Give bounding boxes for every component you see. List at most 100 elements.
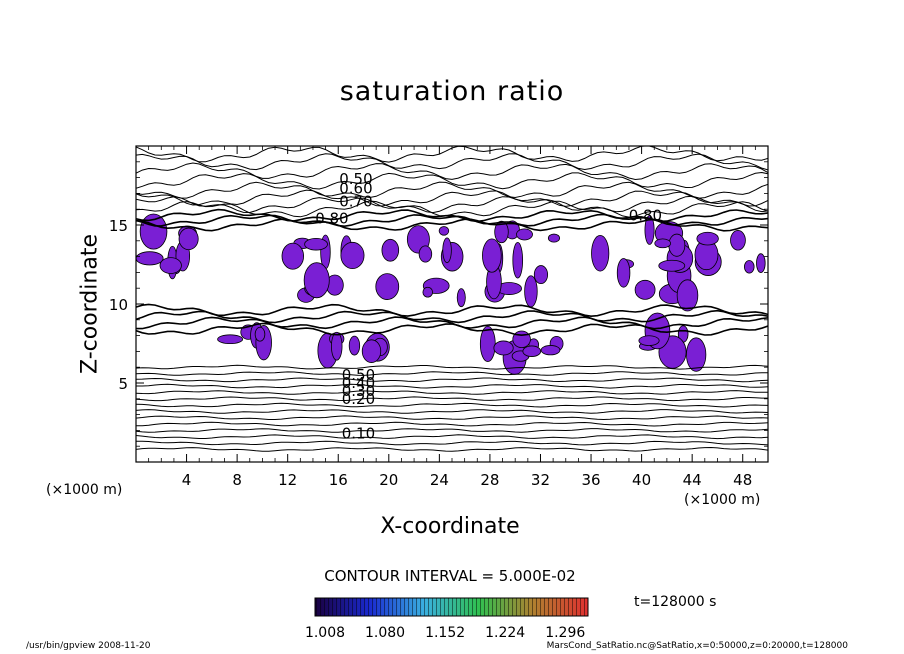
contour-line (136, 440, 768, 446)
supersaturated-blob (178, 227, 199, 251)
supersaturated-blob (696, 231, 719, 246)
contour-line (136, 303, 768, 318)
footer-right: MarsCond_SatRatio.nc@SatRatio,x=0:50000,… (546, 641, 848, 651)
contour-line (136, 171, 768, 190)
contour-line (136, 421, 768, 427)
supersaturated-blob (254, 326, 266, 342)
x-tick-label: 40 (632, 471, 651, 489)
z-tick-label: 10 (109, 296, 128, 314)
colorbar-tick-label: 1.080 (365, 625, 405, 641)
supersaturated-blob (375, 273, 400, 300)
supersaturated-blob (281, 242, 305, 270)
x-tick-label: 36 (581, 471, 600, 489)
supersaturated-blob (522, 345, 542, 357)
colorbar-tick-label: 1.224 (485, 625, 525, 641)
supersaturated-blob (638, 335, 660, 346)
x-tick-label: 4 (182, 471, 192, 489)
supersaturated-blob (438, 226, 450, 236)
contour-line (136, 213, 768, 228)
supersaturated-blob (668, 233, 686, 257)
colorbar-tick-label: 1.296 (545, 625, 585, 641)
z-tick-label: 5 (118, 375, 128, 393)
x-tick-label: 32 (531, 471, 550, 489)
colorbar-tick-label: 1.152 (425, 625, 465, 641)
contour-line (136, 316, 768, 330)
contour-line (136, 195, 768, 214)
supersaturated-blob (381, 238, 400, 262)
contour-line (136, 181, 768, 199)
contour-line (136, 428, 768, 433)
supersaturated-blob (654, 238, 671, 249)
contour-value-label: 0.70 (339, 192, 372, 210)
supersaturated-blob (456, 288, 466, 308)
supersaturated-blob (304, 237, 328, 251)
contour-value-label: 0.80 (315, 210, 348, 228)
supersaturated-blob (340, 241, 365, 269)
x-tick-label: 24 (430, 471, 449, 489)
x-tick-label: 20 (379, 471, 398, 489)
contour-value-label: 0.50 (339, 170, 372, 188)
x-tick-label: 16 (329, 471, 348, 489)
supersaturated-blob (658, 259, 686, 272)
supersaturated-blob (524, 275, 538, 308)
x-tick-label: 28 (480, 471, 499, 489)
supersaturated-blob (512, 241, 524, 279)
chart-title: saturation ratio (339, 76, 565, 107)
colorbar-tick-label: 1.008 (305, 625, 345, 641)
supersaturated-blob (516, 228, 533, 241)
contour-line (136, 364, 768, 370)
contour-line (136, 208, 768, 223)
contour-line (136, 189, 768, 207)
x-axis-label: X-coordinate (380, 514, 520, 539)
contour-line (136, 415, 768, 421)
supersaturated-blob (331, 331, 343, 361)
contour-line (136, 153, 768, 171)
supersaturated-blob (512, 330, 531, 349)
contour-line (136, 377, 768, 383)
supersaturated-blob (547, 233, 561, 243)
supersaturated-blob (303, 262, 330, 299)
contour-interval-text: CONTOUR INTERVAL = 5.000E-02 (324, 567, 576, 585)
supersaturated-blob (217, 334, 244, 345)
contour-line (136, 371, 768, 376)
supersaturated-blob (136, 251, 164, 266)
supersaturated-blob (644, 215, 655, 245)
supersaturated-blob (493, 340, 514, 356)
footer-left: /usr/bin/gpview 2008-11-20 (26, 641, 151, 651)
supersaturated-blob (533, 265, 549, 285)
supersaturated-blob (422, 286, 433, 298)
contour-value-label: 0.60 (339, 180, 372, 198)
contour-line (136, 434, 768, 440)
time-label: t=128000 s (634, 594, 717, 610)
contour-line (136, 402, 768, 408)
x-tick-label: 8 (232, 471, 242, 489)
contour-line (136, 409, 768, 414)
contour-line (136, 309, 768, 324)
supersaturated-blob (730, 230, 746, 251)
contour-value-label: 0.50 (342, 366, 375, 384)
supersaturated-blob (482, 238, 502, 273)
supersaturated-blob (676, 279, 699, 312)
z-axis-unit: (×1000 m) (46, 482, 123, 498)
supersaturated-blob (418, 245, 433, 263)
supersaturated-blob (479, 325, 496, 363)
contour-line (136, 200, 768, 218)
contour-value-label: 0.10 (342, 425, 375, 443)
z-tick-label: 15 (109, 217, 128, 235)
contour-line (136, 446, 768, 452)
colorbar-stripes (315, 598, 588, 616)
x-tick-label: 48 (733, 471, 752, 489)
colorbar (314, 597, 589, 617)
supersaturated-blob (361, 339, 382, 363)
supersaturated-blob (756, 253, 766, 273)
x-tick-label: 12 (278, 471, 297, 489)
contour-line (136, 162, 768, 181)
supersaturated-blob (159, 257, 182, 274)
supersaturated-blob (591, 234, 610, 272)
contour-value-label: 0.20 (342, 390, 375, 408)
supersaturated-blob (540, 345, 561, 356)
supersaturated-blob (616, 258, 631, 288)
colorbar-frame (314, 597, 589, 617)
x-axis-unit: (×1000 m) (684, 492, 761, 508)
